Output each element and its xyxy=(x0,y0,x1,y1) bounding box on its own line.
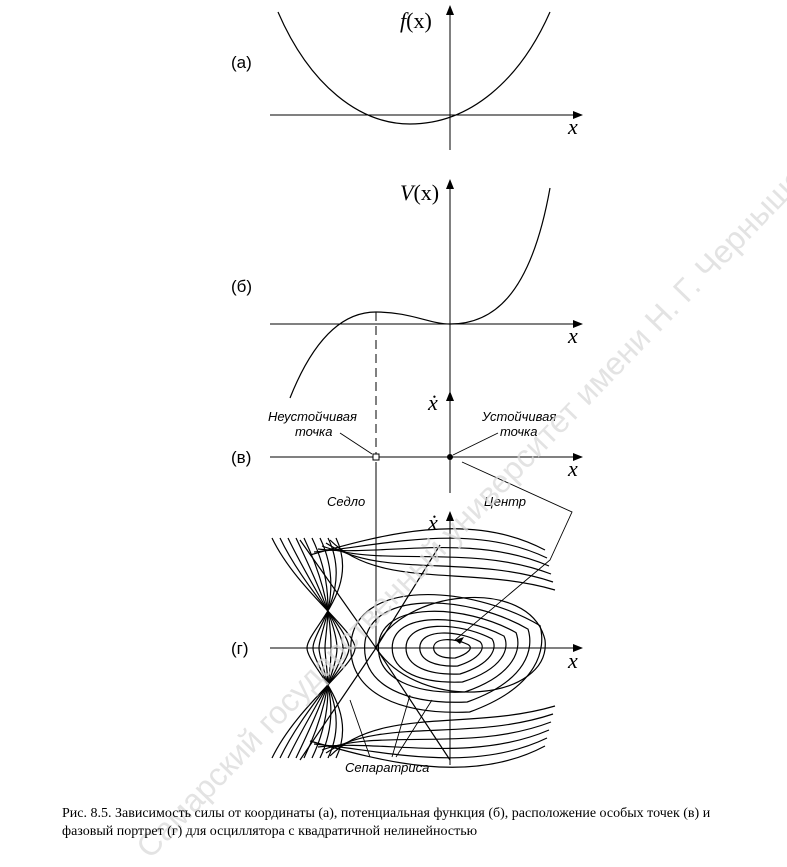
left-hyperbolic-orbit-4 xyxy=(295,537,338,759)
figure: (а) f(x) x (б) V(x) x (в) ẋ x Неустой xyxy=(231,5,583,775)
separatrix-label: Сепаратриса xyxy=(345,760,429,775)
unstable-point-label-line2: точка xyxy=(295,424,332,439)
panel-b-function-arg: (x) xyxy=(413,180,439,205)
left-orbits xyxy=(271,537,356,759)
panel-g-x-label: x xyxy=(567,648,578,673)
panel-b-function-label: V(x) xyxy=(400,180,439,205)
outer-orbit-lower-2 xyxy=(325,713,554,754)
stable-point-marker xyxy=(447,454,453,460)
figure-caption: Рис. 8.5. Зависимость силы от координаты… xyxy=(62,806,711,839)
left-hyperbolic-orbit-1 xyxy=(271,537,356,759)
panel-a-x-label: x xyxy=(567,114,578,139)
saddle-label: Седло xyxy=(327,494,365,509)
left-hyperbolic-orbit-7 xyxy=(318,537,332,759)
outer-orbit-lower-6 xyxy=(309,740,546,768)
panel-v: (в) ẋ x Неустойчивая точка Устойчивая то… xyxy=(231,390,583,648)
left-hyperbolic-orbit-8 xyxy=(312,537,337,759)
panel-a-function-arg: (x) xyxy=(406,8,432,33)
stable-point-leader xyxy=(452,432,499,456)
center-label: Центр xyxy=(484,494,526,509)
outer-orbit-lower-3 xyxy=(321,721,552,751)
panel-b: (б) V(x) x xyxy=(231,179,583,457)
left-hyperbolic-orbit-6 xyxy=(311,537,329,759)
unstable-point-label-line1: Неустойчивая xyxy=(268,409,357,424)
outer-orbit-lower-1 xyxy=(329,705,556,757)
outer-orbits xyxy=(309,528,556,768)
outer-orbit-upper-1 xyxy=(329,539,556,591)
left-hyperbolic-orbit-3 xyxy=(287,537,344,759)
left-hyperbolic-orbit-2 xyxy=(279,537,350,759)
center-leader xyxy=(454,461,573,641)
outer-orbit-upper-2 xyxy=(325,542,554,583)
closed-orbit-3 xyxy=(405,625,495,675)
panel-b-x-label: x xyxy=(567,323,578,348)
separatrix-homoclinic-loop xyxy=(375,596,546,693)
stable-point-label-line1: Устойчивая xyxy=(481,409,556,424)
panel-v-label: (в) xyxy=(231,448,251,467)
left-hyperbolic-orbit-9 xyxy=(306,537,344,759)
panel-g: (г) ẋ x Сепаратриса xyxy=(231,510,583,775)
panel-a-function-label: f(x) xyxy=(400,8,432,33)
potential-cubic-curve xyxy=(289,187,551,399)
outer-orbit-lower-4 xyxy=(317,729,550,750)
separatrix-upper-right xyxy=(375,544,441,649)
outer-orbit-upper-4 xyxy=(317,546,550,567)
closed-orbit-6 xyxy=(363,602,531,703)
closed-orbits xyxy=(350,593,543,713)
panel-v-y-label: ẋ xyxy=(427,390,438,415)
panel-a: (а) f(x) x xyxy=(231,5,583,150)
center-leader-arrowhead xyxy=(455,637,464,644)
closed-orbit-5 xyxy=(377,610,519,693)
separatrix-leader-2 xyxy=(391,694,411,758)
panel-g-label: (г) xyxy=(231,639,249,658)
separatrix-lower-right xyxy=(375,647,451,761)
closed-orbit-7 xyxy=(350,593,543,713)
panel-v-x-label: x xyxy=(567,456,578,481)
closed-orbit-1 xyxy=(432,639,471,659)
outer-orbit-upper-6 xyxy=(309,528,546,556)
left-hyperbolic-orbit-5 xyxy=(303,537,332,759)
separatrix-leader-1 xyxy=(349,699,371,758)
panel-a-label: (а) xyxy=(231,53,252,72)
closed-orbit-2 xyxy=(419,632,483,667)
outer-orbit-upper-3 xyxy=(321,545,552,575)
separatrix-leader-3 xyxy=(395,699,433,758)
stable-point-label-line2: точка xyxy=(500,424,537,439)
panel-b-label: (б) xyxy=(231,277,252,296)
unstable-point-marker xyxy=(372,453,380,461)
closed-orbit-4 xyxy=(391,619,507,683)
unstable-point-leader xyxy=(339,432,373,455)
panel-g-y-label: ẋ xyxy=(427,510,438,535)
force-parabola-curve xyxy=(277,11,551,125)
